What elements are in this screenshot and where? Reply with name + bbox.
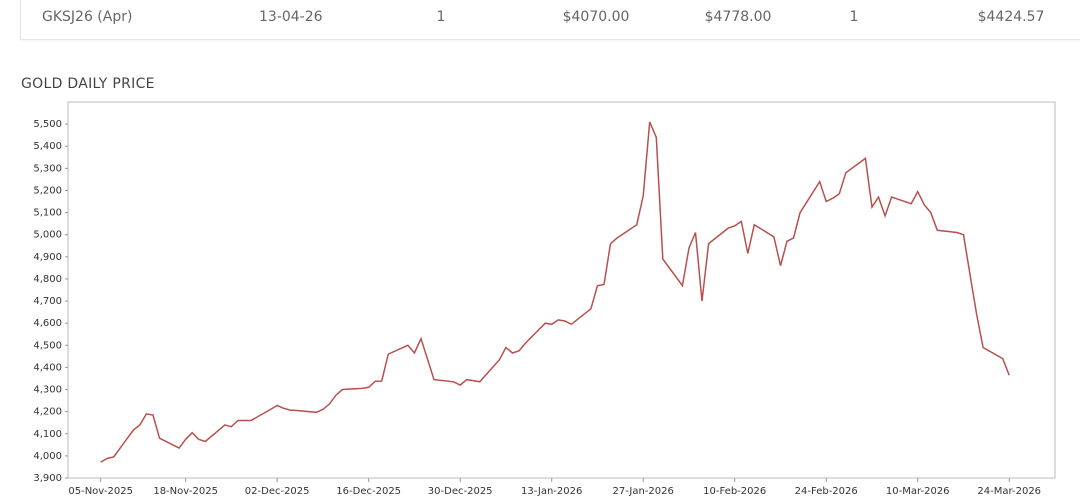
y-tick-label: 5,500	[33, 119, 62, 130]
y-tick-label: 4,100	[33, 429, 62, 440]
y-tick-label: 4,900	[33, 252, 62, 263]
y-tick-label: 3,900	[33, 473, 62, 484]
y-tick-label: 4,300	[33, 385, 62, 396]
x-tick-label: 16-Dec-2025	[336, 486, 401, 497]
x-tick-label: 02-Dec-2025	[245, 486, 310, 497]
y-tick-label: 5,100	[33, 208, 62, 219]
x-tick-label: 24-Feb-2026	[795, 486, 858, 497]
y-tick-label: 5,300	[33, 163, 62, 174]
x-tick-label: 18-Nov-2025	[153, 486, 218, 497]
table-cell: GKSJ26 (Apr)	[42, 9, 133, 25]
plot-frame	[67, 101, 1056, 479]
y-tick-label: 4,800	[33, 274, 62, 285]
x-tick-label: 10-Feb-2026	[703, 486, 766, 497]
table-cell: $4070.00	[562, 9, 630, 25]
chart-title: GOLD DAILY PRICE	[21, 76, 155, 92]
x-tick-label: 05-Nov-2025	[68, 486, 133, 497]
y-tick-label: 5,000	[33, 230, 62, 241]
y-tick-label: 4,000	[33, 451, 62, 462]
y-tick-label: 4,700	[33, 296, 62, 307]
y-tick-label: 5,400	[33, 141, 62, 152]
x-tick-label: 27-Jan-2026	[613, 486, 674, 497]
x-tick-label: 30-Dec-2025	[428, 486, 493, 497]
y-tick-label: 4,600	[33, 318, 62, 329]
y-tick-label: 4,500	[33, 340, 62, 351]
table-row: GKSJ26 (Apr) 13-04-26 1 $4070.00 $4778.0…	[20, 0, 1080, 40]
table-cell: $4424.57	[977, 9, 1045, 25]
table-cell: 1	[849, 9, 859, 25]
y-tick-label: 4,400	[33, 362, 62, 373]
table-cell: 1	[436, 9, 446, 25]
y-tick-label: 5,200	[33, 185, 62, 196]
x-tick-label: 24-Mar-2026	[977, 486, 1041, 497]
y-tick-label: 4,200	[33, 407, 62, 418]
price-line	[100, 121, 1010, 463]
table-cell: $4778.00	[704, 9, 772, 25]
x-tick-label: 13-Jan-2026	[521, 486, 582, 497]
x-tick-label: 10-Mar-2026	[886, 486, 950, 497]
